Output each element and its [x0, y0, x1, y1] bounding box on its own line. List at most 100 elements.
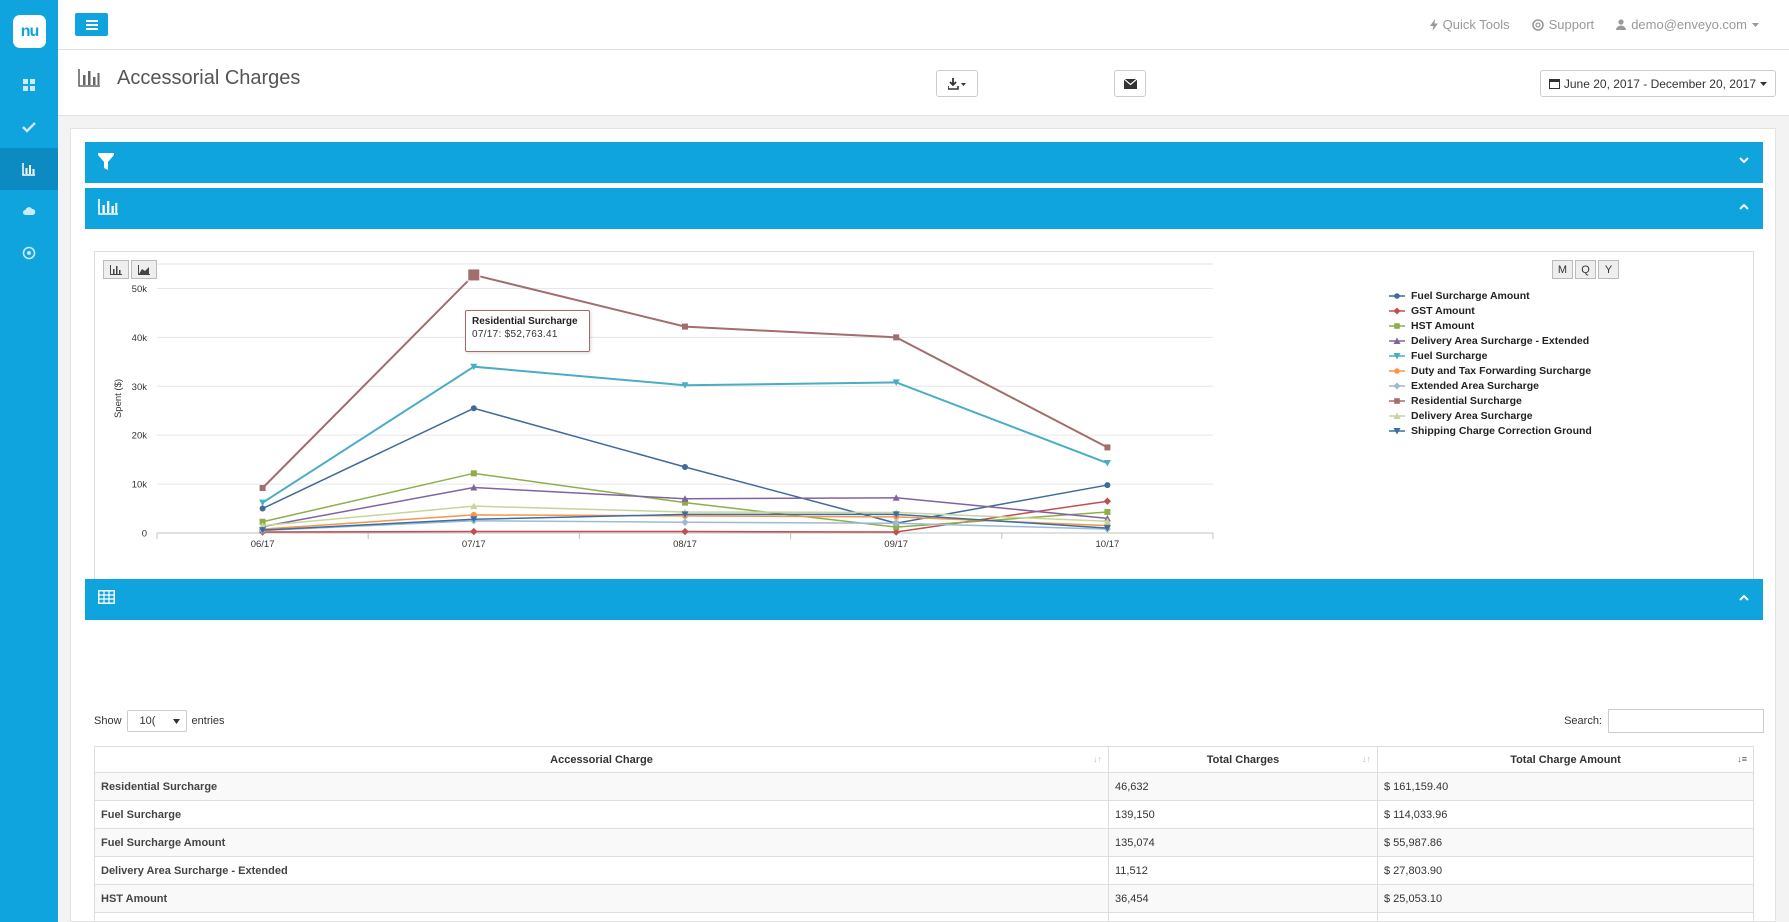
support-link[interactable]: Support	[1531, 17, 1595, 32]
data-point	[470, 502, 478, 510]
area-chart-type-button[interactable]	[131, 260, 157, 279]
y-tick-label: 40k	[132, 333, 148, 344]
x-tick-label: 09/17	[884, 539, 908, 550]
column-header-accessorial-charge[interactable]: Accessorial Charge ↓↑	[94, 746, 1109, 773]
period-month-button[interactable]: M	[1552, 260, 1573, 279]
data-point	[1103, 497, 1112, 505]
data-point	[259, 485, 266, 492]
legend-item[interactable]: Extended Area Surcharge	[1389, 378, 1592, 393]
user-menu[interactable]: demo@enveyo.com	[1616, 17, 1759, 32]
app-logo[interactable]: nu	[13, 15, 46, 48]
data-point	[259, 522, 267, 529]
data-point	[892, 494, 900, 501]
cell-count: 135,074	[1108, 828, 1378, 857]
search-input[interactable]	[1608, 709, 1764, 733]
sort-icon: ↓↑	[1093, 754, 1102, 764]
support-label: Support	[1548, 17, 1595, 32]
sidebar-item-cloud[interactable]	[0, 190, 58, 232]
table-row[interactable]: Fuel Surcharge 139,150 $ 114,033.96	[94, 800, 1754, 829]
data-point	[1103, 460, 1111, 467]
x-tick-label: 10/17	[1096, 539, 1120, 550]
area-chart-icon	[138, 264, 150, 275]
caret-down-icon	[1752, 22, 1759, 27]
bar-chart-icon	[110, 264, 122, 275]
legend-label: Fuel Surcharge Amount	[1411, 289, 1530, 302]
legend-marker-icon	[1389, 397, 1405, 404]
data-point	[1103, 525, 1111, 532]
legend-marker-icon	[1389, 412, 1405, 419]
date-range-picker[interactable]: June 20, 2017 - December 20, 2017	[1539, 70, 1776, 97]
cell-amount	[1377, 912, 1754, 922]
sidebar-item-tasks[interactable]	[0, 106, 58, 148]
sidebar-item-dashboard[interactable]	[0, 64, 58, 106]
legend-item[interactable]: HST Amount	[1389, 318, 1592, 333]
data-point	[470, 363, 478, 371]
x-tick-label: 06/17	[251, 539, 275, 550]
user-email: demo@enveyo.com	[1631, 17, 1747, 32]
page-title: Accessorial Charges	[117, 67, 301, 89]
sort-desc-icon: ↓≡	[1737, 754, 1747, 764]
legend-item[interactable]: Duty and Tax Forwarding Surcharge	[1389, 363, 1592, 378]
x-tick-label: 08/17	[673, 539, 697, 550]
cell-count	[1108, 912, 1378, 922]
table-section-header[interactable]	[85, 579, 1763, 620]
cell-count: 36,454	[1108, 884, 1378, 913]
sidebar-item-reports[interactable]	[0, 148, 58, 190]
entries-control: Show 10( entries	[94, 710, 225, 732]
legend-item[interactable]: Fuel Surcharge Amount	[1389, 288, 1592, 303]
tooltip-series: Residential Surcharge	[472, 316, 578, 327]
series-line	[261, 273, 1108, 489]
chart-container: M Q Y 0 10k 20k 30k 40k 50k 06/17 07/17 08/17 09/…	[94, 251, 1754, 617]
period-quarter-button[interactable]: Q	[1575, 260, 1596, 279]
table-row[interactable]: Delivery Area Surcharge - Extended 11,512…	[94, 856, 1754, 885]
entries-value: 10(	[139, 715, 156, 727]
email-button[interactable]	[1114, 70, 1146, 97]
envelope-icon	[1123, 78, 1137, 89]
data-point	[470, 405, 477, 412]
legend-item[interactable]: Shipping Charge Correction Ground	[1389, 423, 1592, 438]
table-search: Search:	[1564, 709, 1764, 733]
hamburger-icon	[85, 19, 98, 30]
legend-marker	[1394, 367, 1400, 374]
column-label: Accessorial Charge	[550, 753, 653, 766]
legend-item[interactable]: Residential Surcharge	[1389, 393, 1592, 408]
bar-chart-icon	[98, 199, 118, 215]
data-point	[682, 463, 688, 470]
period-year-button[interactable]: Y	[1598, 260, 1619, 279]
legend-marker	[1393, 412, 1401, 419]
cell-count: 139,150	[1108, 800, 1378, 829]
sidebar: nu	[0, 0, 58, 922]
data-point	[470, 470, 477, 477]
table-row[interactable]: HST Amount 36,454 $ 25,053.10	[94, 884, 1754, 913]
caret-down-icon	[1760, 81, 1767, 86]
column-header-total-charges[interactable]: Total Charges ↓↑	[1108, 746, 1378, 773]
data-point	[470, 527, 478, 536]
legend-item[interactable]: Delivery Area Surcharge - Extended	[1389, 333, 1592, 348]
y-axis-label: Spent ($)	[113, 379, 124, 418]
cell-charge: HST Amount	[94, 884, 1109, 913]
data-point	[259, 505, 266, 512]
sidebar-item-target[interactable]	[0, 232, 58, 274]
user-icon	[1616, 19, 1627, 30]
data-point	[1104, 482, 1111, 489]
chart-section-header[interactable]	[85, 188, 1763, 229]
table-row[interactable]: Residential Surcharge 46,632 $ 161,159.40	[94, 772, 1754, 801]
legend-label: Residential Surcharge	[1411, 394, 1522, 407]
bar-chart-icon	[78, 69, 100, 87]
column-header-total-charge-amount[interactable]: Total Charge Amount ↓≡	[1377, 746, 1754, 773]
legend-item[interactable]: GST Amount	[1389, 303, 1592, 318]
legend-item[interactable]: Fuel Surcharge	[1389, 348, 1592, 363]
legend-item[interactable]: Delivery Area Surcharge	[1389, 408, 1592, 423]
filter-section-header[interactable]	[85, 142, 1763, 183]
table-row[interactable]	[94, 912, 1754, 922]
legend-marker-icon	[1389, 352, 1405, 359]
caret-down-icon	[172, 718, 180, 724]
bar-chart-type-button[interactable]	[103, 260, 129, 279]
entries-select[interactable]: 10(	[126, 710, 187, 732]
data-point	[681, 382, 689, 389]
data-point	[470, 484, 478, 491]
table-row[interactable]: Fuel Surcharge Amount 135,074 $ 55,987.86	[94, 828, 1754, 857]
export-button[interactable]	[936, 70, 978, 97]
quick-tools-link[interactable]: Quick Tools	[1429, 17, 1510, 32]
menu-toggle-button[interactable]	[75, 13, 108, 36]
